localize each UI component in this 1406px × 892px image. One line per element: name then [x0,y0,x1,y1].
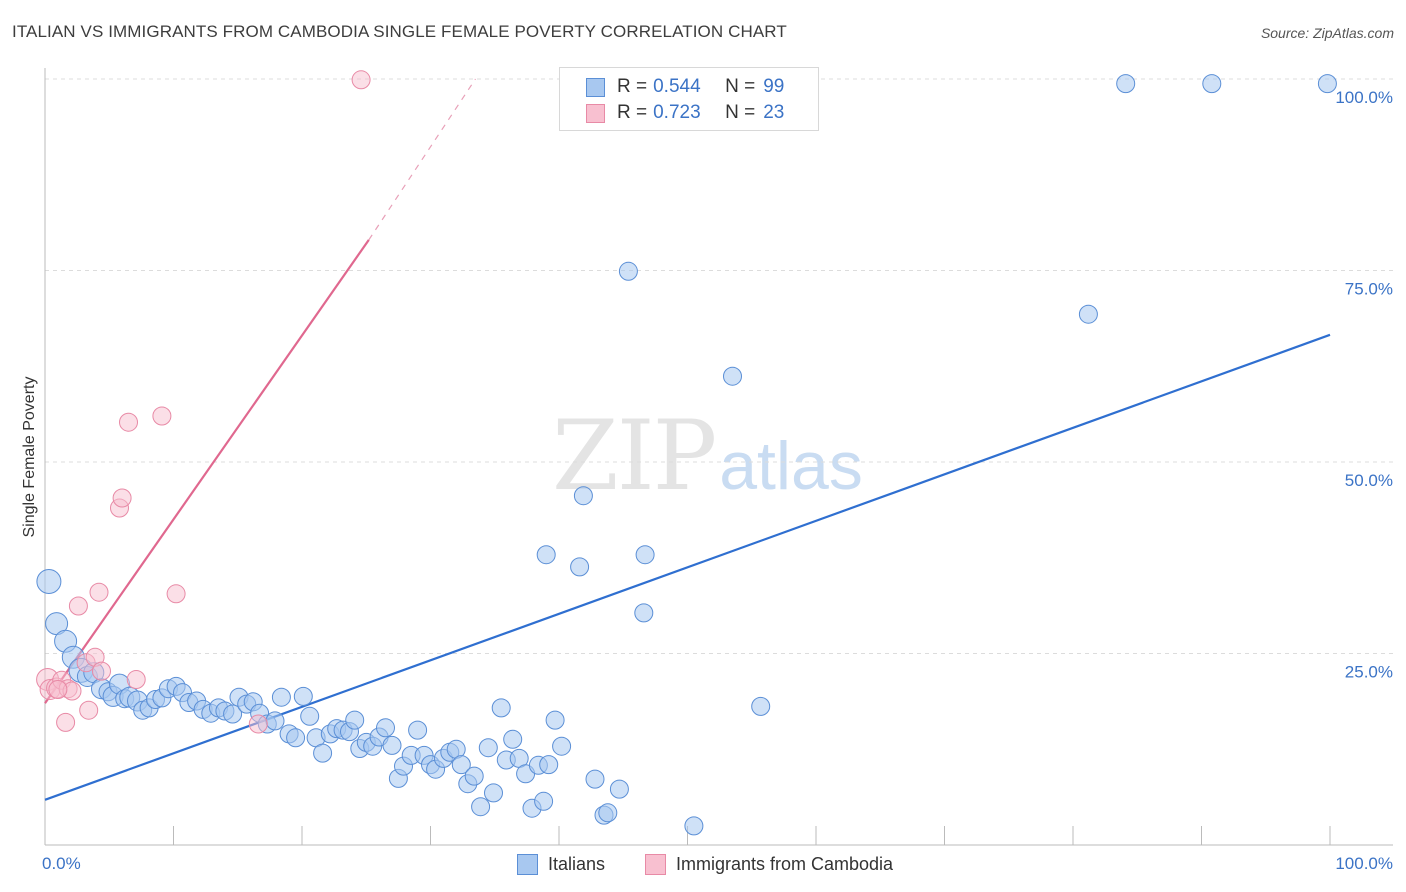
point-cambodia [152,406,172,426]
point-italians [1116,74,1136,94]
source-label: Source: ZipAtlas.com [1260,25,1394,41]
y-tick-label: 75.0% [1345,280,1393,299]
bottom-legend-swatch-italians [517,853,538,875]
axes [44,68,1393,846]
point-italians [618,261,638,281]
legend-r-value: 0.723 [653,102,701,123]
point-italians [300,706,320,726]
point-italians [503,729,523,749]
point-italians [471,797,491,817]
y-tick-label: 100.0% [1335,88,1393,107]
point-italians [634,603,654,623]
point-italians [545,710,565,730]
data-points [36,70,1337,836]
point-italians [271,687,291,707]
point-italians [539,755,559,775]
point-italians [382,735,402,755]
point-cambodia [68,596,88,616]
trend-line-cambodia [44,239,370,704]
trend-line-cambodia-extension [368,78,476,241]
point-italians [1202,74,1222,94]
point-italians [286,728,306,748]
point-italians [345,710,365,730]
legend-n-value: 23 [763,102,785,123]
point-italians [534,791,554,811]
legend-r-label: R = [617,102,648,123]
point-italians [451,755,471,775]
watermark-atlas: atlas [719,428,863,504]
point-italians [36,569,62,594]
point-italians [313,743,333,763]
point-cambodia [112,488,132,508]
point-cambodia [89,582,109,602]
trend-line-italians [44,333,1331,801]
point-italians [723,366,742,386]
bottom-legend-swatch-cambodia [645,853,666,875]
point-cambodia [92,661,111,681]
legend-row-cambodia: R = 0.723 N = 23 [586,101,784,125]
point-cambodia [351,70,371,90]
point-italians [536,545,556,565]
point-cambodia [119,412,138,432]
point-italians [408,720,428,740]
bottom-legend-label-italians: Italians [548,853,606,874]
point-italians [491,698,511,718]
point-italians [609,779,629,799]
y-tick-label: 25.0% [1345,663,1393,682]
point-italians [293,686,313,706]
legend-n-value: 99 [763,76,785,97]
bottom-legend-cambodia: Immigrants from Cambodia [645,852,893,876]
y-axis-title: Single Female Poverty [21,377,38,538]
point-cambodia [166,584,186,604]
point-italians [635,545,655,565]
y-tick-label: 50.0% [1345,471,1393,490]
legend: R = 0.544 N = 99 R = 0.723 N = 23 [559,67,819,131]
point-italians [376,718,395,738]
point-italians [751,696,771,716]
point-italians [478,738,498,758]
point-cambodia [48,680,68,699]
point-cambodia [79,700,99,720]
legend-r-value: 0.544 [653,76,701,97]
point-italians [684,816,704,836]
bottom-legend-label-cambodia: Immigrants from Cambodia [676,853,894,874]
point-italians [1078,304,1098,324]
legend-r-label: R = [617,76,648,97]
legend-n-label: N = [725,102,756,123]
x-tick-label: 100.0% [1335,854,1393,873]
legend-swatch-cambodia [586,103,605,123]
bottom-legend-italians: Italians [517,852,605,876]
point-cambodia [248,714,268,734]
legend-row-italians: R = 0.544 N = 99 [586,75,784,99]
point-italians [598,803,618,823]
point-italians [223,704,243,724]
point-italians [573,486,593,506]
legend-swatch-italians [586,77,605,97]
point-italians [570,557,590,577]
point-italians [1317,74,1337,94]
point-italians [585,769,605,789]
point-cambodia [56,712,76,732]
point-italians [265,711,285,731]
legend-n-label: N = [725,76,756,97]
point-italians [484,783,503,803]
chart-title: ITALIAN VS IMMIGRANTS FROM CAMBODIA SING… [12,22,787,41]
x-tick-label: 0.0% [42,854,81,873]
point-italians [552,736,572,756]
tick-labels: 25.0% 50.0% 75.0% 100.0% 0.0% 100.0% [42,88,1393,873]
point-cambodia [126,670,146,689]
grid-lines [45,78,1393,654]
point-italians [464,766,484,786]
